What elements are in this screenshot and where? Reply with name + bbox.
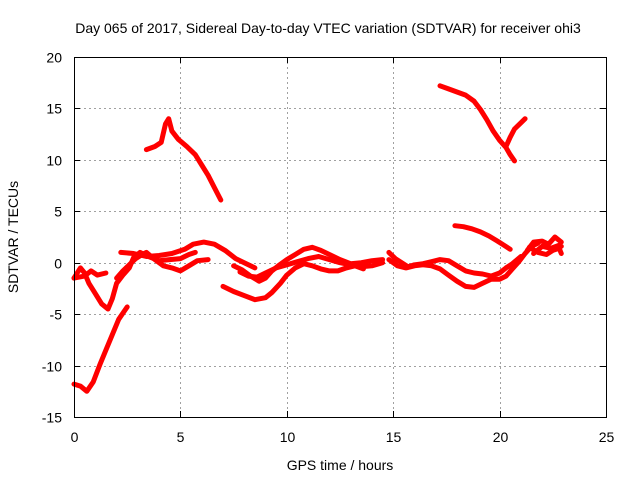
x-tick-label: 5 bbox=[177, 429, 185, 445]
y-tick-label: 0 bbox=[54, 256, 62, 272]
axes: 0 5 10 15 20 25 -15 -10 -5 0 5 10 15 20 bbox=[42, 50, 615, 446]
y-tick-label: 10 bbox=[46, 153, 62, 169]
x-tick-label: 10 bbox=[280, 429, 296, 445]
y-tick-label: -15 bbox=[42, 410, 62, 426]
series-arc-6 bbox=[143, 116, 224, 203]
series-arc-12 bbox=[437, 83, 517, 164]
series-arc-4 bbox=[114, 249, 211, 281]
y-tick-label: 20 bbox=[46, 50, 62, 66]
series-arc-5 bbox=[118, 239, 258, 271]
series-arc-10 bbox=[386, 249, 524, 279]
x-tick-label: 0 bbox=[71, 429, 79, 445]
y-tick-label: 15 bbox=[46, 101, 62, 117]
series-arc-14 bbox=[452, 223, 513, 252]
series-arc-15 bbox=[524, 234, 564, 253]
series-arc-13 bbox=[503, 116, 528, 149]
y-tick-label: -10 bbox=[42, 359, 62, 375]
grid bbox=[74, 57, 606, 417]
series-arc-2 bbox=[71, 249, 198, 312]
series-arc-8 bbox=[220, 261, 366, 303]
series-arc-17 bbox=[531, 242, 564, 256]
x-tick-label: 20 bbox=[493, 429, 509, 445]
x-axis-label: GPS time / hours bbox=[287, 457, 394, 473]
series-arc-1 bbox=[71, 304, 130, 394]
plot-frame bbox=[74, 57, 607, 418]
x-tick-label: 25 bbox=[599, 429, 615, 445]
series-arc-3 bbox=[71, 268, 109, 281]
y-axis-label: SDTVAR / TECUs bbox=[5, 181, 21, 293]
chart-title: Day 065 of 2017, Sidereal Day-to-day VTE… bbox=[75, 20, 581, 36]
plot-area bbox=[71, 83, 564, 394]
series-arc-9 bbox=[237, 254, 386, 280]
x-tick-label: 15 bbox=[386, 429, 402, 445]
y-tick-label: 5 bbox=[54, 204, 62, 220]
series-arc-11 bbox=[386, 240, 541, 290]
y-tick-label: -5 bbox=[50, 307, 63, 323]
